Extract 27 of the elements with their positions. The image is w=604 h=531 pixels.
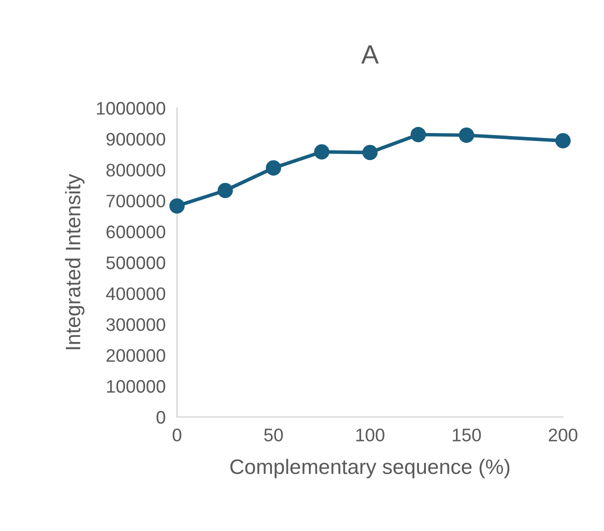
x-axis-title: Complementary sequence (%): [230, 458, 510, 478]
y-tick-label: 400000: [106, 287, 166, 300]
point: [555, 133, 571, 148]
point: [362, 144, 378, 160]
chart-title: A: [361, 45, 379, 64]
y-tick-label: 700000: [106, 194, 166, 208]
x-tick-label: 0: [172, 428, 182, 442]
y-tick-label: 300000: [106, 318, 166, 332]
y-tick-label: 500000: [106, 256, 166, 270]
point: [410, 126, 426, 142]
point: [266, 160, 282, 176]
point: [458, 128, 474, 143]
point: [169, 198, 185, 214]
x-tick-label: 200: [548, 428, 578, 442]
x-tick-label: 50: [264, 428, 283, 442]
point: [218, 182, 233, 198]
point: [314, 144, 330, 160]
y-axis-title: Integrated Intensity: [65, 174, 84, 350]
y-tick-label: 800000: [106, 164, 166, 177]
y-tick-label: 600000: [106, 226, 166, 238]
y-tick-label: 0: [156, 410, 166, 424]
x-tick-label: 100: [356, 428, 384, 442]
y-tick-label: 200000: [106, 349, 166, 362]
x-tick-label: 150: [452, 428, 481, 442]
y-tick-label: 100000: [107, 380, 166, 393]
y-tick-label: 900000: [106, 132, 166, 146]
y-tick-label: 1000000: [96, 102, 166, 115]
